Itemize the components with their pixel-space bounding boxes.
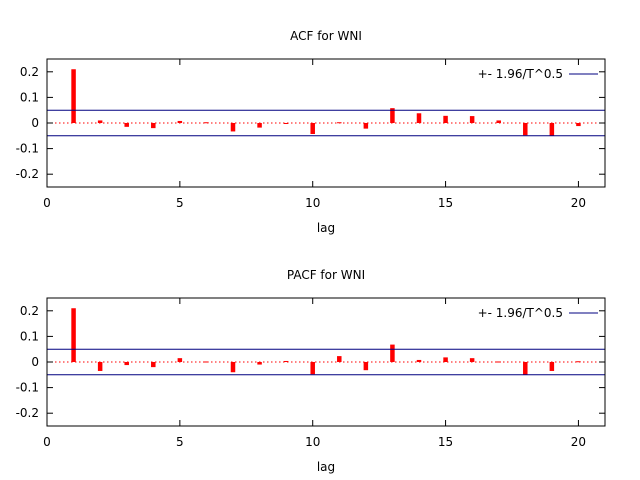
pacf-bar-lag-8 xyxy=(257,362,262,365)
pacf-ytick-label: -0.2 xyxy=(16,406,39,420)
pacf-bar-lag-19 xyxy=(549,362,555,371)
acf-ytick-label: -0.1 xyxy=(16,142,39,156)
acf-bar-lag-9 xyxy=(283,123,289,124)
acf-ytick-label: 0.2 xyxy=(20,65,39,79)
pacf-ytick-label: 0.2 xyxy=(20,304,39,318)
pacf-bar-lag-7 xyxy=(230,362,236,373)
pacf-bar-lag-3 xyxy=(124,362,129,366)
acf-bar-lag-5 xyxy=(177,120,183,123)
acf-bar-lag-16 xyxy=(469,116,475,123)
acf-xtick-label: 20 xyxy=(571,196,586,210)
acf-bar-lag-20 xyxy=(576,123,581,127)
pacf-xtick-label: 15 xyxy=(438,435,453,449)
acf-bar-lag-10 xyxy=(310,123,315,135)
pacf-bar-lag-2 xyxy=(97,362,103,371)
acf-bar-lag-19 xyxy=(549,123,555,136)
pacf-xtick-label: 10 xyxy=(305,435,320,449)
pacf-legend-label: +- 1.96/T^0.5 xyxy=(478,306,563,320)
pacf-bar-lag-11 xyxy=(337,356,342,362)
acf-ytick-label: 0 xyxy=(31,116,39,130)
acf-bar-lag-3 xyxy=(124,123,129,127)
acf-ytick-label: 0.1 xyxy=(20,90,39,104)
acf-bar-lag-2 xyxy=(97,120,103,123)
acf-bar-lag-12 xyxy=(363,123,369,129)
pacf-bar-lag-14 xyxy=(416,359,422,362)
acf-xaxis-label: lag xyxy=(317,221,335,235)
acf-bar-lag-1 xyxy=(71,69,76,123)
pacf-bar-lag-1 xyxy=(71,308,76,362)
acf-xtick-label: 0 xyxy=(43,196,51,210)
acf-bar-lag-14 xyxy=(416,113,422,123)
acf-chart: ACF for WNI -0.2 -0.1 0 0.1 0.2 0 5 10 15 20 lag +- … xyxy=(16,29,606,235)
pacf-xtick-label: 20 xyxy=(571,435,586,449)
acf-bar-lag-13 xyxy=(390,108,395,123)
acf-bar-lag-6 xyxy=(204,122,209,124)
acf-bar-lag-18 xyxy=(523,123,528,136)
acf-xtick-label: 15 xyxy=(438,196,453,210)
pacf-bar-lag-20 xyxy=(576,361,581,363)
pacf-bar-lag-5 xyxy=(177,358,183,362)
pacf-bar-lag-13 xyxy=(390,344,395,362)
pacf-xtick-label: 0 xyxy=(43,435,51,449)
pacf-bar-lag-18 xyxy=(523,362,528,375)
pacf-xtick-label: 5 xyxy=(176,435,184,449)
pacf-bar-lag-4 xyxy=(151,362,156,368)
acf-bar-lag-17 xyxy=(496,120,501,123)
pacf-ytick-label: 0.1 xyxy=(20,329,39,343)
acf-bar-lag-4 xyxy=(151,123,156,129)
pacf-bar-lag-12 xyxy=(363,362,369,371)
pacf-xaxis-label: lag xyxy=(317,460,335,474)
acf-ytick-label: -0.2 xyxy=(16,167,39,181)
acf-bar-lag-15 xyxy=(443,115,448,123)
pacf-bar-lag-10 xyxy=(310,362,315,375)
pacf-bar-lag-9 xyxy=(283,360,289,362)
acf-legend-label: +- 1.96/T^0.5 xyxy=(478,67,563,81)
acf-bar-lag-7 xyxy=(230,123,236,132)
acf-xtick-label: 10 xyxy=(305,196,320,210)
acf-xtick-label: 5 xyxy=(176,196,184,210)
pacf-chart-title: PACF for WNI xyxy=(287,268,365,282)
pacf-ytick-label: 0 xyxy=(31,355,39,369)
pacf-chart: PACF for WNI -0.2 -0.1 0 0.1 0.2 0 5 10 15 20 lag +-… xyxy=(16,268,606,474)
pacf-bar-lag-15 xyxy=(443,357,448,362)
acf-bar-lag-11 xyxy=(337,122,342,124)
pacf-bar-lag-16 xyxy=(469,358,475,362)
acf-chart-title: ACF for WNI xyxy=(290,29,362,43)
pacf-ytick-label: -0.1 xyxy=(16,381,39,395)
acf-bar-lag-8 xyxy=(257,123,262,128)
pacf-bar-lag-6 xyxy=(204,361,209,363)
pacf-bar-lag-17 xyxy=(496,361,501,363)
